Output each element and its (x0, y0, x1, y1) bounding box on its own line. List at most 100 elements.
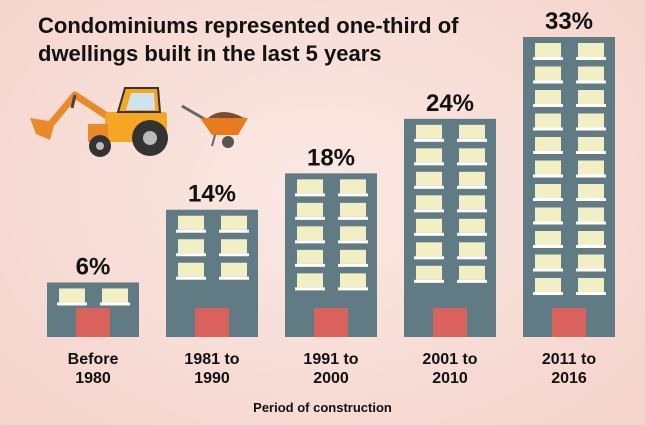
bar-window (578, 43, 604, 57)
bar-window (102, 288, 128, 303)
bar-window-sill (533, 151, 563, 154)
bar-window-sill (338, 240, 368, 244)
bar-building-2 (166, 209, 258, 337)
bar-window (340, 226, 366, 241)
bar-window-sill (414, 232, 444, 236)
bar-window-sill (219, 253, 249, 257)
bar-window (340, 202, 366, 217)
bar-value-label: 6% (76, 253, 111, 280)
bar-window (535, 278, 561, 292)
bar-window (578, 66, 604, 81)
bar-door (314, 308, 348, 337)
bar-door (195, 308, 229, 337)
bar-window (535, 184, 561, 198)
bar-window (340, 249, 366, 264)
bar-window-sill (295, 216, 325, 220)
chart-title-line-1: Condominiums represented one-third of (38, 13, 459, 38)
bar-window (340, 179, 366, 194)
bar-window (297, 226, 323, 241)
bar-window (416, 124, 442, 139)
category-label: 1980 (75, 370, 111, 387)
bar-window-sill (576, 268, 606, 272)
bar-window (416, 195, 442, 210)
bar-value-label: 33% (545, 8, 593, 35)
category-label: 2011 to (542, 351, 596, 368)
bar-window-sill (414, 162, 444, 166)
bar-window-sill (576, 151, 606, 154)
bar-window-sill (57, 302, 87, 306)
bar-window (416, 242, 442, 257)
bar-window (459, 242, 485, 257)
bar-window-sill (457, 185, 487, 189)
bar-window (221, 239, 247, 254)
bar-window-sill (533, 245, 563, 248)
bar-value-label: 14% (188, 181, 236, 208)
category-label: 1991 to (303, 351, 358, 368)
bar-window-sill (176, 276, 206, 280)
bar-window-sill (576, 80, 606, 84)
bar-window (459, 195, 485, 210)
bar-window (178, 239, 204, 254)
bar-window-sill (576, 127, 606, 131)
bar-window-sill (176, 229, 206, 233)
bar-window-sill (576, 198, 606, 201)
bar-window-sill (533, 268, 563, 272)
bar-window (459, 171, 485, 186)
bar-window (578, 160, 604, 175)
bar-window (535, 207, 561, 222)
bar-building-3 (285, 173, 377, 337)
bar-window (535, 43, 561, 57)
bar-building-4 (404, 118, 496, 338)
category-label: 2000 (313, 370, 349, 387)
category-label: 2016 (551, 370, 587, 387)
bar-window (178, 262, 204, 277)
bar-window-sill (533, 174, 563, 178)
bar-door (433, 308, 467, 337)
bar-window (578, 113, 604, 128)
bar-window-sill (576, 57, 606, 60)
bar-window (221, 215, 247, 230)
bar-window (578, 254, 604, 269)
bar-window (297, 273, 323, 288)
bar-window (416, 171, 442, 186)
bar-window-sill (457, 162, 487, 166)
bar-window-sill (338, 287, 368, 291)
bar-door (552, 308, 586, 337)
bar-window (578, 231, 604, 245)
bar-window (578, 90, 604, 104)
bar-window-sill (457, 138, 487, 142)
bar-window (578, 278, 604, 292)
bar-window-sill (457, 232, 487, 236)
bar-window (459, 124, 485, 139)
bar-window-sill (576, 221, 606, 225)
bar-window (459, 218, 485, 233)
bar-window (178, 215, 204, 230)
chart-title: Condominiums represented one-third of dw… (38, 12, 458, 68)
bar-window (221, 262, 247, 277)
bar-window (297, 179, 323, 194)
bar-window (535, 254, 561, 269)
bar-window-sill (533, 57, 563, 60)
category-label: 1981 to (184, 351, 239, 368)
bar-window (459, 265, 485, 280)
bar-window-sill (414, 209, 444, 213)
bar-window-sill (533, 127, 563, 131)
category-label: 2001 to (422, 351, 477, 368)
bar-window-sill (533, 104, 563, 107)
bar-window (535, 66, 561, 81)
bar-window (416, 148, 442, 163)
x-axis-label: Period of construction (253, 400, 392, 415)
bar-window-sill (295, 263, 325, 267)
category-label: 1990 (194, 370, 230, 387)
bar-window-sill (338, 193, 368, 197)
bar-value-label: 24% (426, 90, 474, 117)
bar-window (578, 184, 604, 198)
bar-window-sill (576, 292, 606, 295)
bar-window (535, 113, 561, 128)
bar-value-label: 18% (307, 144, 355, 171)
bar-window-sill (100, 302, 130, 306)
bar-window-sill (219, 229, 249, 233)
bar-window-sill (176, 253, 206, 257)
bar-window-sill (414, 185, 444, 189)
